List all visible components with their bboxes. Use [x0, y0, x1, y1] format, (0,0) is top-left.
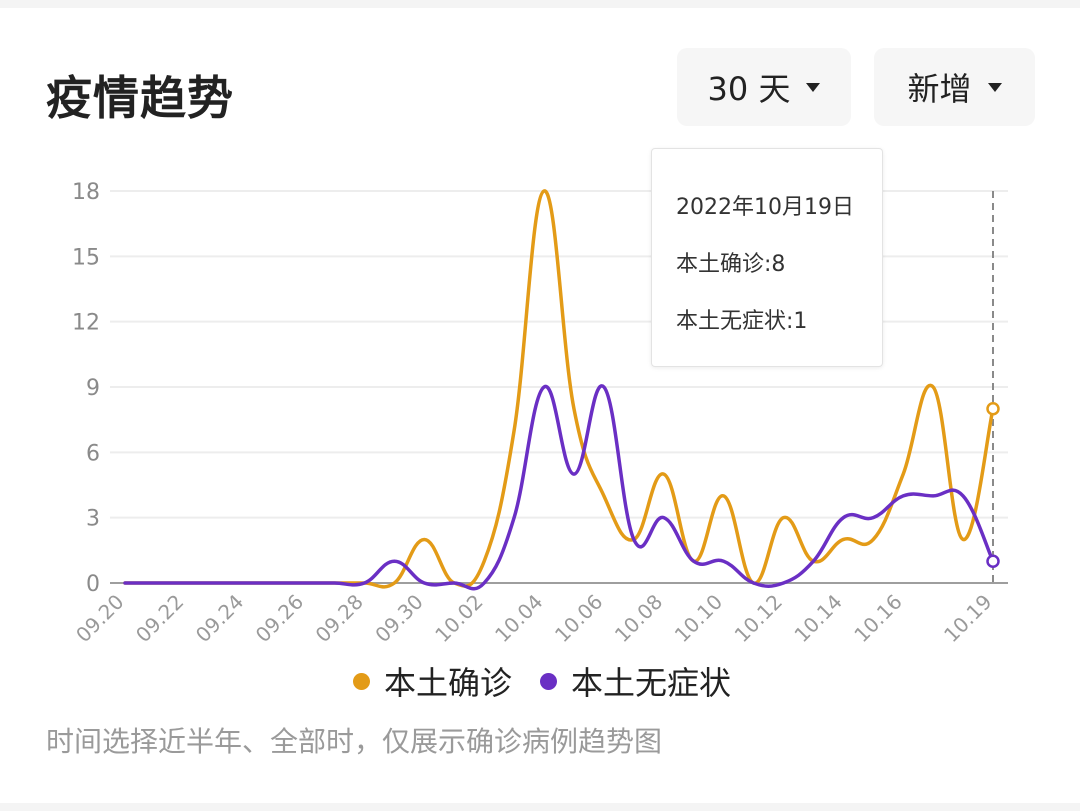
legend-item-confirmed[interactable]: 本土确诊: [352, 658, 512, 704]
x-tick-label: 09.20: [71, 590, 128, 647]
legend-label-asymptomatic: 本土无症状: [571, 664, 732, 702]
tooltip-date: 2022年10月19日: [676, 195, 854, 220]
tooltip-confirmed: 本土确诊:8: [676, 252, 786, 277]
caret-down-icon: [806, 82, 821, 92]
trend-card: [0, 8, 1080, 803]
footnote: 时间选择近半年、全部时，仅展示确诊病例趋势图: [46, 725, 663, 758]
x-tick-label: 10.04: [490, 590, 547, 647]
x-tick-label: 10.19: [939, 590, 996, 647]
legend-label-confirmed: 本土确诊: [383, 664, 512, 702]
x-tick-label: 10.12: [730, 590, 787, 647]
legend-dot-confirmed: [352, 672, 370, 690]
x-tick-label: 09.28: [311, 590, 368, 647]
x-tick-label: 09.22: [131, 590, 188, 647]
y-tick-label: 15: [72, 245, 100, 270]
page-title: 疫情趋势: [46, 71, 234, 125]
x-tick-label: 10.02: [430, 590, 487, 647]
y-tick-label: 12: [72, 311, 100, 336]
x-tick-label: 10.16: [849, 590, 906, 647]
x-tick-label: 10.08: [610, 590, 667, 647]
x-tick-label: 10.14: [789, 590, 846, 647]
y-tick-label: 3: [86, 507, 100, 532]
data-tooltip: 2022年10月19日 本土确诊:8 本土无症状:1: [651, 148, 883, 367]
x-tick-label: 09.24: [191, 590, 248, 647]
x-tick-label: 09.30: [370, 590, 427, 647]
legend-item-asymptomatic[interactable]: 本土无症状: [540, 658, 731, 704]
caret-down-icon: [987, 82, 1002, 92]
highlight-point-asymptomatic: [986, 554, 1000, 568]
time-range-dropdown[interactable]: 30 天: [677, 48, 851, 126]
legend-dot-asymptomatic: [540, 672, 557, 690]
tooltip-asymptomatic: 本土无症状:1: [676, 309, 808, 334]
x-tick-label: 09.26: [251, 590, 308, 647]
chart-legend: 本土确诊 本土无症状: [0, 656, 1080, 706]
data-mode-label: 新增: [907, 70, 972, 108]
x-tick-label: 10.06: [550, 590, 607, 647]
y-tick-label: 6: [86, 441, 100, 466]
y-tick-label: 0: [86, 572, 100, 597]
data-mode-dropdown[interactable]: 新增: [874, 48, 1035, 126]
x-tick-label: 10.10: [670, 590, 727, 647]
y-tick-label: 9: [86, 376, 100, 401]
series-line-asymptomatic: [123, 384, 995, 591]
time-range-label: 30 天: [707, 70, 791, 108]
y-tick-label: 18: [72, 180, 100, 205]
highlight-point-confirmed: [986, 402, 1000, 416]
